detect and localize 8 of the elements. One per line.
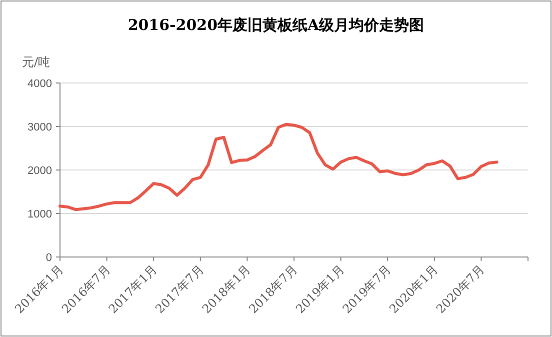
line-series (58, 122, 498, 212)
y-tick-label: 1000 (28, 208, 52, 220)
y-axis-title: 元/吨 (22, 55, 50, 69)
chart-title: 2016-2020年废旧黄板纸A级月均价走势图 (128, 16, 424, 34)
y-tick-label: 0 (46, 252, 52, 264)
y-tick-label: 4000 (28, 78, 52, 90)
y-tick-label: 2000 (28, 165, 52, 177)
y-tick-label: 3000 (28, 122, 52, 134)
